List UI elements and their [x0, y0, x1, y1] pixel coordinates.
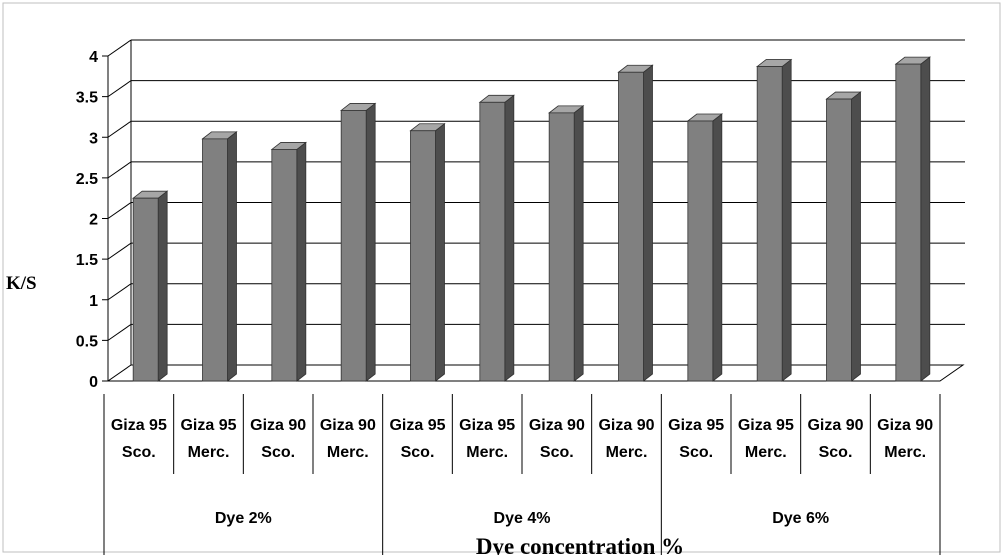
y-tick-label: 0.5: [76, 333, 98, 350]
bar-front: [687, 120, 714, 382]
category-label-line1: Giza 95: [180, 417, 236, 434]
y-tick-label: 2.5: [76, 171, 98, 188]
bar-front: [548, 112, 575, 382]
y-tick-labels: 0 0.5 1 1.5 2 2.5 3 3.5 4: [76, 49, 98, 391]
gridline-side: [107, 80, 132, 98]
y-tick-label: 4: [89, 49, 98, 66]
category-label-line1: Giza 95: [111, 417, 167, 434]
y-axis-title: K/S: [6, 273, 37, 294]
category-label-line2: Merc.: [188, 444, 230, 461]
y-tick-label: 2: [89, 212, 98, 229]
bar-front: [132, 197, 159, 382]
bar-side: [781, 58, 792, 382]
bar: [409, 122, 446, 382]
y-tick-label: 3: [89, 130, 98, 147]
floor: [106, 364, 965, 382]
bar: [270, 141, 307, 382]
bar: [201, 131, 238, 382]
bar-side: [573, 105, 584, 382]
category-label-line1: Giza 90: [250, 417, 306, 434]
bar-side: [643, 64, 653, 382]
category-label-line2: Merc.: [606, 444, 648, 461]
gridline-side: [107, 120, 132, 138]
bar-front: [340, 110, 367, 382]
bar-side: [157, 190, 168, 382]
bar: [894, 56, 931, 382]
category-label-line1: Giza 95: [459, 417, 515, 434]
bar: [132, 190, 169, 382]
category-label-line2: Sco.: [401, 444, 435, 461]
bar-side: [365, 102, 376, 382]
bar: [686, 113, 723, 382]
category-label-line2: Merc.: [884, 444, 926, 461]
y-tick-label: 1.5: [76, 252, 98, 269]
bar-side: [920, 56, 931, 382]
group-label: Dye 6%: [772, 510, 829, 527]
category-label-line1: Giza 90: [598, 417, 654, 434]
y-tick-label: 0: [89, 374, 98, 391]
bar-front: [410, 130, 436, 382]
bar-front: [756, 66, 783, 382]
category-label-line2: Sco.: [122, 444, 156, 461]
bar-side: [435, 122, 445, 382]
bar-side: [296, 141, 307, 382]
bars: [132, 56, 931, 382]
category-label-line2: Merc.: [466, 444, 508, 461]
gridline-side: [107, 39, 132, 57]
bar: [756, 58, 793, 382]
category-label-line1: Giza 90: [529, 417, 585, 434]
bar: [340, 102, 377, 382]
category-label-line2: Sco.: [679, 444, 713, 461]
gridline-side: [107, 323, 132, 341]
category-label-line2: Merc.: [745, 444, 787, 461]
bar-front: [895, 63, 922, 382]
bar-front: [479, 101, 506, 382]
group-label: Dye 4%: [494, 510, 551, 527]
category-label-line1: Giza 95: [668, 417, 724, 434]
bar-side: [851, 91, 861, 382]
gridline-side: [107, 283, 132, 301]
bar-front: [826, 98, 852, 382]
category-label-line1: Giza 95: [389, 417, 445, 434]
category-label-line1: Giza 90: [320, 417, 376, 434]
bar: [548, 105, 585, 382]
gridline-side: [107, 242, 132, 260]
gridlines: [102, 39, 965, 382]
category-label-line1: Giza 90: [807, 417, 863, 434]
bar: [825, 91, 862, 382]
category-label-line2: Sco.: [540, 444, 574, 461]
group-label: Dye 2%: [215, 510, 272, 527]
y-tick-label: 1: [89, 293, 98, 310]
bar-front: [271, 149, 298, 382]
bar-front: [202, 138, 228, 382]
y-tick-label: 3.5: [76, 90, 98, 107]
bar-side: [227, 131, 237, 382]
x-axis-title: Dye concentration %: [476, 534, 684, 555]
category-label-line2: Merc.: [327, 444, 369, 461]
bar-side: [712, 113, 723, 382]
bar-front: [618, 71, 644, 382]
gridline-side: [107, 161, 132, 179]
category-label-line2: Sco.: [261, 444, 295, 461]
bar: [478, 94, 515, 382]
bar: [617, 64, 654, 382]
gridline-side: [107, 202, 132, 219]
category-label-line1: Giza 90: [877, 417, 933, 434]
category-label-line1: Giza 95: [738, 417, 794, 434]
category-label-line2: Sco.: [819, 444, 853, 461]
category-table: Giza 95 Sco. Giza 95 Merc. Giza 90 Sco. Giza 9…: [103, 394, 941, 555]
bar-side: [504, 94, 515, 382]
